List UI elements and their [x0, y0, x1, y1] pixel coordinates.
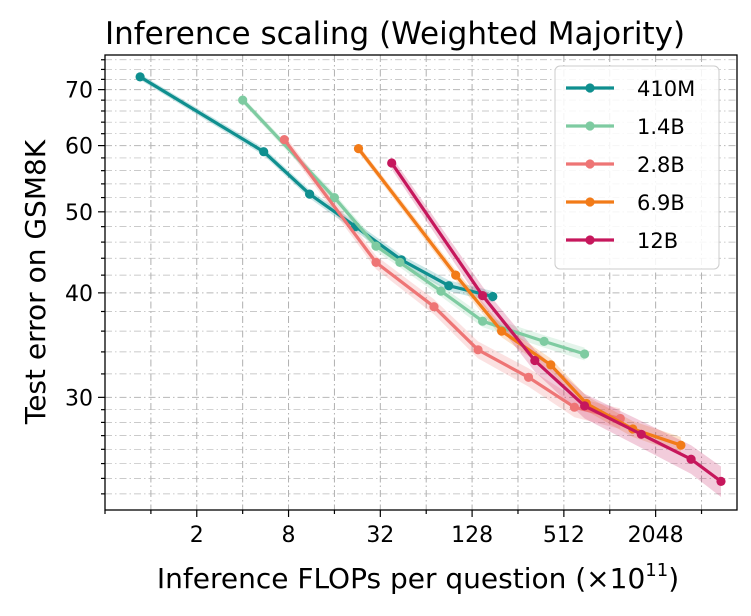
series-lines: [135, 72, 726, 486]
y-tick-label: 30: [65, 386, 93, 411]
x-tick-label: 2: [190, 523, 204, 548]
y-tick-label: 60: [65, 135, 93, 160]
legend-item-2.8B: 2.8B: [566, 153, 685, 177]
legend-marker: [585, 197, 595, 207]
series-2.8B: [279, 135, 625, 424]
point-6.9B: [546, 360, 556, 370]
point-410M: [488, 291, 498, 302]
point-12B: [387, 158, 397, 168]
point-12B: [530, 355, 540, 366]
point-1.4B: [371, 241, 381, 251]
point-410M: [135, 72, 145, 82]
y-axis-label: Test error on GSM8K: [19, 139, 52, 425]
legend-marker: [585, 83, 595, 93]
axis-ticks: 2 8 32 128 512 2048 30 40 50 60 70: [65, 59, 703, 548]
legend-label: 1.4B: [637, 115, 685, 139]
point-1.4B: [539, 336, 549, 346]
point-2.8B: [523, 372, 534, 382]
y-tick-label: 40: [65, 282, 93, 307]
x-axis-label-main: Inference FLOPs per question (×10: [157, 562, 645, 595]
x-tick-label: 8: [282, 523, 296, 548]
x-axis-label-exponent: 11: [645, 560, 668, 581]
point-1.4B: [329, 193, 339, 203]
legend-label: 2.8B: [637, 153, 685, 177]
point-12B: [478, 291, 488, 301]
point-12B: [686, 454, 696, 464]
x-tick-label: 32: [366, 523, 394, 548]
point-2.8B: [473, 345, 483, 355]
x-axis-label-suffix: ): [668, 562, 679, 595]
point-12B: [716, 476, 726, 486]
band-12B: [391, 156, 721, 497]
point-1.4B: [478, 316, 488, 326]
point-1.4B: [238, 95, 248, 105]
point-2.8B: [371, 257, 381, 267]
point-1.4B: [580, 349, 590, 359]
line-1.4B: [241, 99, 586, 356]
legend-marker: [585, 235, 595, 245]
chart-title: Inference scaling (Weighted Majority): [105, 16, 685, 52]
point-2.8B: [569, 402, 580, 412]
point-2.8B: [429, 302, 439, 312]
series-1.4B: [238, 95, 590, 359]
point-410M: [259, 147, 269, 157]
point-410M: [444, 281, 454, 291]
legend-label: 6.9B: [637, 191, 685, 215]
legend-label: 12B: [637, 229, 678, 253]
series-12B: [387, 158, 726, 486]
legend-marker: [585, 121, 595, 131]
band-1.4B: [242, 97, 585, 361]
point-12B: [636, 429, 646, 439]
point-6.9B: [353, 144, 364, 154]
legend-marker: [585, 159, 595, 169]
legend: 410M 1.4B 2.8B 6.9B 12B: [554, 65, 720, 270]
point-1.4B: [395, 257, 405, 267]
y-tick-label: 50: [65, 201, 93, 226]
point-410M: [305, 189, 315, 199]
point-6.9B: [451, 270, 461, 280]
point-2.8B: [279, 135, 289, 145]
legend-item-1.4B: 1.4B: [566, 115, 685, 139]
x-tick-label: 128: [451, 523, 493, 548]
point-6.9B: [676, 440, 686, 450]
y-tick-label: 70: [65, 79, 93, 104]
point-6.9B: [497, 326, 507, 336]
plot-frame: [104, 54, 738, 511]
series-410M: [135, 72, 498, 302]
legend-label: 410M: [637, 77, 695, 101]
legend-item-410M: 410M: [566, 77, 695, 101]
x-tick-label: 2048: [628, 523, 684, 548]
point-1.4B: [436, 286, 446, 296]
x-axis-label: Inference FLOPs per question (×1011): [157, 560, 679, 595]
legend-item-6.9B: 6.9B: [566, 191, 685, 215]
point-12B: [580, 401, 590, 411]
x-tick-label: 512: [543, 523, 585, 548]
legend-item-12B: 12B: [566, 229, 678, 253]
legend-box: [554, 65, 720, 270]
